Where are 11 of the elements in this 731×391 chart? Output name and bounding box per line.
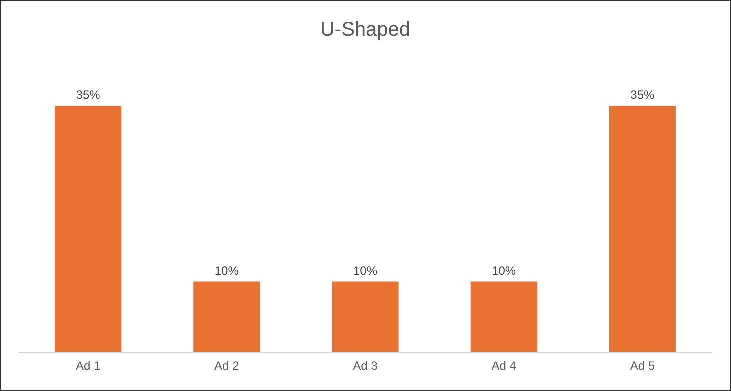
data-label: 35% xyxy=(76,88,101,102)
x-tick-label: Ad 4 xyxy=(492,359,517,373)
data-label: 10% xyxy=(353,264,378,278)
chart-title: U-Shaped xyxy=(320,19,411,41)
data-label: 35% xyxy=(630,88,656,102)
x-tick-label: Ad 5 xyxy=(630,359,656,373)
x-tick-label: Ad 2 xyxy=(214,359,240,373)
data-label: 10% xyxy=(214,264,240,278)
x-tick-label: Ad 1 xyxy=(76,359,101,373)
x-tick-label: Ad 3 xyxy=(353,359,378,373)
data-label: 10% xyxy=(492,264,516,278)
